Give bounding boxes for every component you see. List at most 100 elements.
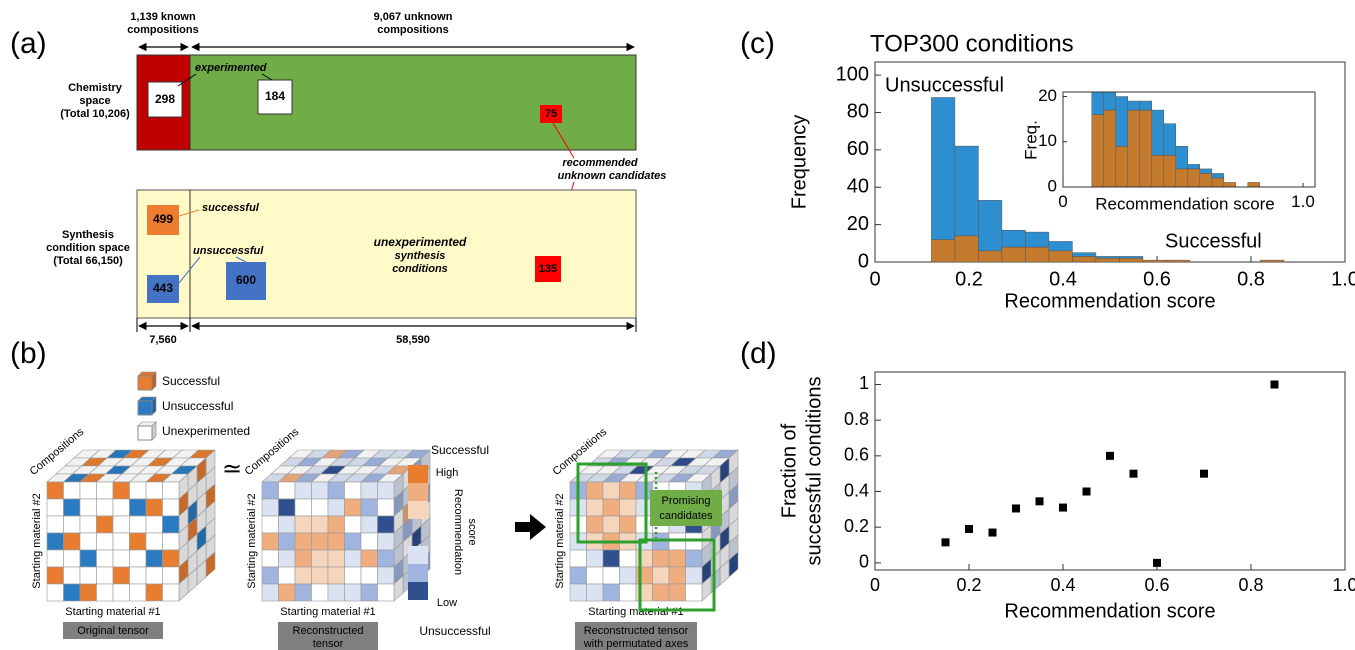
label: Recommendation bbox=[452, 489, 464, 575]
box bbox=[540, 105, 562, 123]
tensor-cell bbox=[311, 566, 329, 585]
point bbox=[965, 524, 973, 533]
tensor-cell bbox=[360, 566, 378, 585]
label: (Total 10,206) bbox=[60, 108, 130, 120]
tensor-cell bbox=[360, 532, 378, 551]
tensor-cell bbox=[619, 583, 637, 602]
bar bbox=[1211, 173, 1225, 179]
bar bbox=[1001, 246, 1026, 263]
tensor-cell bbox=[278, 566, 296, 585]
tensor-cell bbox=[377, 549, 395, 568]
label: space bbox=[79, 95, 110, 107]
tensor-cell bbox=[360, 498, 378, 517]
tensor-cell bbox=[327, 549, 345, 568]
point bbox=[1106, 451, 1114, 460]
panel-label: (d) bbox=[740, 337, 777, 370]
tensor-cell bbox=[278, 498, 296, 517]
tensor-cell bbox=[377, 583, 395, 602]
tensor-cell bbox=[145, 532, 163, 551]
tensor-cell bbox=[685, 549, 703, 568]
legend-cube bbox=[137, 375, 153, 391]
legend-text: Successful bbox=[162, 374, 220, 388]
tensor-cell bbox=[79, 583, 97, 602]
bar bbox=[1115, 146, 1129, 187]
label: Starting material #1 bbox=[280, 606, 375, 618]
tensor-cell bbox=[261, 532, 279, 551]
y-tick-label: 40 bbox=[847, 176, 869, 198]
tensor-cell bbox=[96, 532, 114, 551]
y-tick-label: 0 bbox=[858, 250, 869, 272]
label: experimented bbox=[195, 62, 267, 74]
tensor-cell bbox=[129, 515, 147, 534]
chart-title: TOP300 conditions bbox=[870, 30, 1074, 57]
tensor-cell bbox=[327, 481, 345, 500]
bar bbox=[1091, 114, 1105, 187]
x-tick-label: 0.2 bbox=[955, 268, 983, 290]
label: tensor bbox=[313, 638, 344, 650]
tensor-cell bbox=[261, 481, 279, 500]
tensor-cell bbox=[96, 549, 114, 568]
tensor-cell bbox=[129, 566, 147, 585]
connector bbox=[178, 256, 201, 284]
tensor-cell bbox=[294, 481, 312, 500]
y-axis-label: Fraction of bbox=[778, 423, 800, 518]
x-tick-label: 0.8 bbox=[1238, 575, 1263, 595]
tensor-cell bbox=[569, 583, 587, 602]
tensor-cell bbox=[112, 498, 130, 517]
tensor-cell bbox=[129, 532, 147, 551]
tensor-cell bbox=[294, 566, 312, 585]
label: compositions bbox=[127, 24, 199, 36]
bar bbox=[1211, 177, 1225, 187]
tensor-cell bbox=[311, 583, 329, 602]
bar bbox=[1151, 109, 1165, 156]
box bbox=[147, 205, 179, 235]
label: score bbox=[466, 519, 478, 546]
bar bbox=[1139, 109, 1153, 187]
box bbox=[257, 79, 293, 115]
tensor-cell bbox=[96, 515, 114, 534]
label: Starting material #1 bbox=[588, 606, 683, 618]
label: ≃ bbox=[222, 455, 242, 482]
y-axis-label: successful conditions bbox=[803, 377, 825, 566]
tensor-cell bbox=[586, 583, 604, 602]
label: synthesis bbox=[395, 250, 446, 262]
label: condition space bbox=[46, 242, 130, 254]
tensor-cell bbox=[311, 515, 329, 534]
tensor-cell bbox=[294, 583, 312, 602]
label: conditions bbox=[392, 263, 448, 275]
label: 1,139 known bbox=[130, 11, 196, 23]
tensor-cell bbox=[311, 549, 329, 568]
tensor-cell bbox=[162, 532, 180, 551]
label: Synthesis bbox=[62, 229, 114, 241]
tensor-cell bbox=[311, 532, 329, 551]
x-tick-label: 0 bbox=[1058, 192, 1067, 211]
x-tick-label: 0.2 bbox=[956, 575, 981, 595]
y-axis-label: Freq. bbox=[1021, 120, 1040, 160]
tensor-cell bbox=[145, 549, 163, 568]
tensor-cell bbox=[602, 481, 620, 500]
tensor-cell bbox=[619, 498, 637, 517]
connector bbox=[235, 256, 247, 263]
bar bbox=[1151, 155, 1165, 187]
tensor-cell bbox=[377, 532, 395, 551]
tensor-cell bbox=[63, 498, 81, 517]
point bbox=[941, 538, 950, 547]
bar bbox=[1001, 229, 1026, 248]
label: 600 bbox=[236, 273, 256, 287]
tensor-cell bbox=[377, 498, 395, 517]
x-axis-label: Recommendation score bbox=[1095, 194, 1275, 213]
tensor-cell bbox=[586, 566, 604, 585]
tensor-cell bbox=[377, 481, 395, 500]
tensor-cell bbox=[311, 481, 329, 500]
tensor-cell bbox=[96, 566, 114, 585]
bar bbox=[1163, 123, 1177, 156]
tensor-cell bbox=[79, 566, 97, 585]
connector bbox=[552, 122, 575, 159]
x-tick-label: 0.6 bbox=[1144, 575, 1169, 595]
tensor-cell bbox=[129, 481, 147, 500]
tensor-cell bbox=[294, 549, 312, 568]
label: compositions bbox=[377, 24, 449, 36]
x-tick-label: 0 bbox=[869, 268, 880, 290]
colorbar-cell bbox=[408, 564, 428, 582]
legend-cube bbox=[137, 400, 153, 416]
